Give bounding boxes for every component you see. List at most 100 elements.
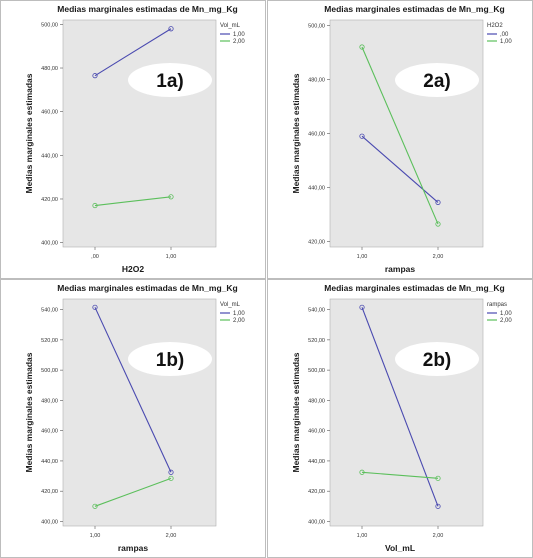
y-tick-label: 500,00 — [41, 22, 58, 28]
panel-badge-label: 2a) — [423, 71, 450, 92]
y-tick-label: 520,00 — [41, 338, 58, 344]
x-axis-label: Vol_mL — [385, 543, 415, 553]
plot-area — [329, 298, 484, 527]
chart-title: Medias marginales estimadas de Mn_mg_Kg — [57, 283, 237, 293]
series-line — [361, 307, 439, 507]
y-tick-label: 480,00 — [41, 398, 58, 404]
y-tick-label: 420,00 — [41, 489, 58, 495]
chart-panel-1b: Medias marginales estimadas de Mn_mg_Kg 4… — [0, 279, 266, 558]
y-tick-label: 400,00 — [41, 241, 58, 247]
legend-title: H2O2 — [487, 23, 503, 29]
y-tick-label: 480,00 — [308, 398, 325, 404]
chart-svg: Medias marginales estimadas de Mn_mg_Kg 4… — [267, 279, 533, 558]
y-tick-label: 460,00 — [41, 110, 58, 116]
chart-panel-1a: Medias marginales estimadas de Mn_mg_Kg 4… — [0, 0, 266, 279]
x-tick-label: 1,00 — [166, 254, 177, 260]
y-tick-label: 460,00 — [41, 429, 58, 435]
plot-area — [62, 19, 217, 248]
y-tick-label: 460,00 — [308, 132, 325, 138]
x-axis-label: rampas — [385, 264, 416, 274]
legend-entry: ,00 — [500, 32, 509, 38]
y-tick-label: 500,00 — [41, 368, 58, 374]
series-line — [94, 28, 172, 77]
data-point — [168, 469, 174, 475]
plot-area — [62, 298, 217, 527]
chart-title: Medias marginales estimadas de Mn_mg_Kg — [324, 283, 504, 293]
series-line — [94, 307, 172, 473]
data-point — [92, 202, 98, 209]
x-tick-label: 1,00 — [357, 254, 368, 260]
x-tick-label: 2,00 — [166, 533, 177, 539]
panel-badge-label: 1a) — [156, 71, 183, 92]
chart-panel-2a: Medias marginales estimadas de Mn_mg_Kg 4… — [267, 0, 533, 279]
y-tick-label: 420,00 — [308, 489, 325, 495]
data-point — [92, 73, 98, 79]
x-axis-label: rampas — [118, 543, 149, 553]
chart-panel-2b: Medias marginales estimadas de Mn_mg_Kg 4… — [267, 279, 533, 558]
data-point — [435, 221, 441, 227]
x-tick-label: 2,00 — [433, 254, 444, 260]
y-tick-label: 500,00 — [308, 23, 325, 29]
y-tick-label: 480,00 — [41, 66, 58, 72]
y-tick-label: 460,00 — [308, 429, 325, 435]
y-axis-label: Medias marginales estimadas — [291, 352, 301, 472]
panel-badge — [128, 63, 212, 97]
data-point — [435, 199, 441, 206]
legend-entry: 2,00 — [233, 39, 245, 45]
legend-title: Vol_mL — [220, 302, 241, 308]
y-tick-label: 440,00 — [308, 186, 325, 192]
y-tick-label: 540,00 — [308, 308, 325, 314]
series-line — [361, 471, 439, 479]
y-tick-label: 540,00 — [41, 308, 58, 314]
panel-badge — [395, 63, 479, 97]
series-line — [361, 135, 439, 203]
data-point — [435, 475, 441, 481]
y-tick-label: 400,00 — [308, 519, 325, 525]
data-point — [359, 304, 365, 310]
x-tick-label: 1,00 — [90, 533, 101, 539]
data-point — [92, 503, 98, 509]
series-line — [94, 477, 172, 507]
y-tick-label: 420,00 — [41, 197, 58, 203]
y-axis-label: Medias marginales estimadas — [24, 352, 34, 472]
y-tick-label: 500,00 — [308, 368, 325, 374]
legend-entry: 2,00 — [500, 318, 512, 324]
legend-entry: 1,00 — [233, 32, 245, 38]
data-point — [168, 475, 174, 481]
y-tick-label: 440,00 — [41, 153, 58, 159]
x-tick-label: 1,00 — [357, 533, 368, 539]
y-axis-label: Medias marginales estimadas — [24, 73, 34, 193]
legend-entry: 1,00 — [500, 311, 512, 317]
panel-badge — [395, 342, 479, 376]
plot-area — [329, 19, 484, 248]
y-tick-label: 400,00 — [41, 519, 58, 525]
chart-svg: Medias marginales estimadas de Mn_mg_Kg 4… — [267, 0, 533, 279]
legend-title: Vol_mL — [220, 23, 241, 29]
x-tick-label: ,00 — [91, 254, 99, 260]
data-point — [168, 194, 174, 200]
data-point — [359, 469, 365, 475]
series-line — [94, 196, 172, 207]
data-point — [92, 304, 98, 310]
data-point — [359, 133, 365, 139]
data-point — [168, 26, 174, 32]
legend-entry: 2,00 — [233, 318, 245, 324]
y-tick-label: 480,00 — [308, 77, 325, 83]
y-tick-label: 420,00 — [308, 240, 325, 246]
chart-title: Medias marginales estimadas de Mn_mg_Kg — [324, 4, 504, 14]
data-point — [359, 44, 365, 50]
x-axis-label: H2O2 — [122, 264, 144, 274]
data-point — [435, 503, 441, 509]
y-tick-label: 520,00 — [308, 338, 325, 344]
chart-svg: Medias marginales estimadas de Mn_mg_Kg 4… — [0, 279, 266, 558]
y-tick-label: 440,00 — [308, 459, 325, 465]
x-tick-label: 2,00 — [433, 533, 444, 539]
y-tick-label: 440,00 — [41, 459, 58, 465]
legend-entry: 1,00 — [500, 39, 512, 45]
panel-badge-label: 1b) — [156, 350, 185, 371]
chart-svg: Medias marginales estimadas de Mn_mg_Kg 4… — [0, 0, 266, 279]
panel-badge-label: 2b) — [423, 350, 452, 371]
chart-title: Medias marginales estimadas de Mn_mg_Kg — [57, 4, 237, 14]
panel-badge — [128, 342, 212, 376]
series-line — [361, 46, 439, 225]
